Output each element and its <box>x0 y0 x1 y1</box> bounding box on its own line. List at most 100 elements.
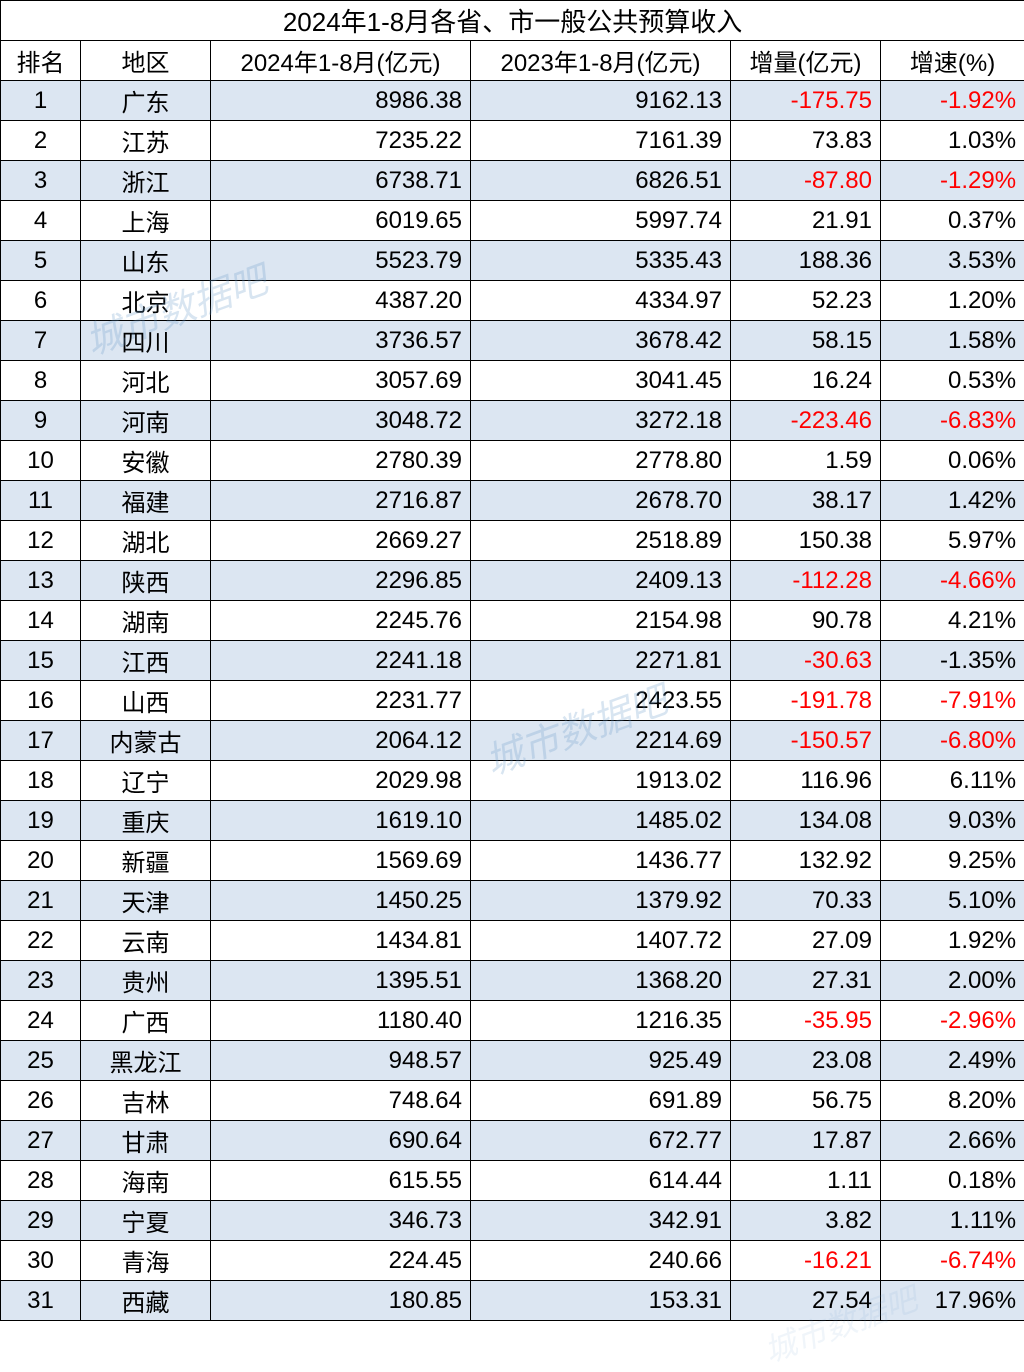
cell-rate: 2.66% <box>881 1121 1024 1161</box>
table-row: 13陕西2296.852409.13-112.28-4.66% <box>1 561 1024 601</box>
cell-change: 17.87 <box>731 1121 881 1161</box>
cell-2024: 346.73 <box>211 1201 471 1241</box>
cell-2023: 1368.20 <box>471 961 731 1001</box>
table-row: 6北京4387.204334.9752.231.20% <box>1 281 1024 321</box>
cell-rank: 29 <box>1 1201 81 1241</box>
cell-rate: 1.11% <box>881 1201 1024 1241</box>
cell-change: -30.63 <box>731 641 881 681</box>
cell-2023: 3272.18 <box>471 401 731 441</box>
cell-rate: -6.80% <box>881 721 1024 761</box>
cell-rank: 28 <box>1 1161 81 1201</box>
cell-2024: 7235.22 <box>211 121 471 161</box>
cell-2023: 614.44 <box>471 1161 731 1201</box>
cell-change: 73.83 <box>731 121 881 161</box>
budget-table-container: 城市数据吧 城市数据吧 城市数据吧 2024年1-8月各省、市一般公共预算收入 … <box>0 0 1024 1321</box>
table-header-row: 排名 地区 2024年1-8月(亿元) 2023年1-8月(亿元) 增量(亿元)… <box>1 41 1024 81</box>
table-row: 24广西1180.401216.35-35.95-2.96% <box>1 1001 1024 1041</box>
cell-2023: 1913.02 <box>471 761 731 801</box>
col-header-2024: 2024年1-8月(亿元) <box>211 41 471 81</box>
cell-2023: 691.89 <box>471 1081 731 1121</box>
cell-2023: 7161.39 <box>471 121 731 161</box>
cell-region: 江苏 <box>81 121 211 161</box>
cell-change: 1.11 <box>731 1161 881 1201</box>
cell-rank: 10 <box>1 441 81 481</box>
table-row: 12湖北2669.272518.89150.385.97% <box>1 521 1024 561</box>
cell-region: 云南 <box>81 921 211 961</box>
cell-region: 浙江 <box>81 161 211 201</box>
table-row: 18辽宁2029.981913.02116.966.11% <box>1 761 1024 801</box>
cell-region: 宁夏 <box>81 1201 211 1241</box>
cell-2024: 2241.18 <box>211 641 471 681</box>
cell-2023: 925.49 <box>471 1041 731 1081</box>
cell-change: -16.21 <box>731 1241 881 1281</box>
cell-2024: 2296.85 <box>211 561 471 601</box>
cell-rank: 9 <box>1 401 81 441</box>
cell-2023: 4334.97 <box>471 281 731 321</box>
cell-change: 27.54 <box>731 1281 881 1321</box>
cell-rank: 27 <box>1 1121 81 1161</box>
cell-region: 陕西 <box>81 561 211 601</box>
cell-2023: 2778.80 <box>471 441 731 481</box>
cell-rank: 1 <box>1 81 81 121</box>
cell-2023: 1379.92 <box>471 881 731 921</box>
table-row: 29宁夏346.73342.913.821.11% <box>1 1201 1024 1241</box>
cell-region: 北京 <box>81 281 211 321</box>
cell-rate: -4.66% <box>881 561 1024 601</box>
cell-2023: 153.31 <box>471 1281 731 1321</box>
cell-change: -191.78 <box>731 681 881 721</box>
cell-rank: 19 <box>1 801 81 841</box>
cell-2023: 2271.81 <box>471 641 731 681</box>
cell-2024: 6738.71 <box>211 161 471 201</box>
table-row: 3浙江6738.716826.51-87.80-1.29% <box>1 161 1024 201</box>
cell-rate: 2.00% <box>881 961 1024 1001</box>
table-title-row: 2024年1-8月各省、市一般公共预算收入 <box>1 1 1024 41</box>
cell-rank: 17 <box>1 721 81 761</box>
cell-rank: 18 <box>1 761 81 801</box>
cell-change: 116.96 <box>731 761 881 801</box>
cell-rate: -1.35% <box>881 641 1024 681</box>
col-header-2023: 2023年1-8月(亿元) <box>471 41 731 81</box>
cell-rank: 16 <box>1 681 81 721</box>
cell-2024: 3048.72 <box>211 401 471 441</box>
cell-2023: 3041.45 <box>471 361 731 401</box>
cell-region: 山西 <box>81 681 211 721</box>
cell-rate: -6.74% <box>881 1241 1024 1281</box>
table-row: 28海南615.55614.441.110.18% <box>1 1161 1024 1201</box>
table-row: 16山西2231.772423.55-191.78-7.91% <box>1 681 1024 721</box>
cell-rate: 5.10% <box>881 881 1024 921</box>
cell-rank: 5 <box>1 241 81 281</box>
table-row: 9河南3048.723272.18-223.46-6.83% <box>1 401 1024 441</box>
cell-region: 河南 <box>81 401 211 441</box>
table-row: 10安徽2780.392778.801.590.06% <box>1 441 1024 481</box>
cell-2024: 690.64 <box>211 1121 471 1161</box>
table-title: 2024年1-8月各省、市一般公共预算收入 <box>1 1 1024 41</box>
cell-rank: 26 <box>1 1081 81 1121</box>
cell-2024: 948.57 <box>211 1041 471 1081</box>
cell-region: 甘肃 <box>81 1121 211 1161</box>
cell-rank: 15 <box>1 641 81 681</box>
cell-rank: 7 <box>1 321 81 361</box>
cell-2024: 180.85 <box>211 1281 471 1321</box>
table-row: 4上海6019.655997.7421.910.37% <box>1 201 1024 241</box>
cell-change: -150.57 <box>731 721 881 761</box>
cell-rank: 20 <box>1 841 81 881</box>
cell-change: 56.75 <box>731 1081 881 1121</box>
cell-2024: 2231.77 <box>211 681 471 721</box>
table-body: 1广东8986.389162.13-175.75-1.92%2江苏7235.22… <box>1 81 1024 1321</box>
cell-region: 天津 <box>81 881 211 921</box>
cell-rank: 23 <box>1 961 81 1001</box>
cell-rate: 17.96% <box>881 1281 1024 1321</box>
cell-2023: 1407.72 <box>471 921 731 961</box>
cell-change: 134.08 <box>731 801 881 841</box>
cell-rate: 0.53% <box>881 361 1024 401</box>
cell-rank: 14 <box>1 601 81 641</box>
table-row: 2江苏7235.227161.3973.831.03% <box>1 121 1024 161</box>
cell-region: 山东 <box>81 241 211 281</box>
cell-rate: -2.96% <box>881 1001 1024 1041</box>
cell-rate: 3.53% <box>881 241 1024 281</box>
cell-2024: 1569.69 <box>211 841 471 881</box>
col-header-rate: 增速(%) <box>881 41 1024 81</box>
cell-change: 150.38 <box>731 521 881 561</box>
cell-rate: 1.42% <box>881 481 1024 521</box>
cell-rank: 24 <box>1 1001 81 1041</box>
